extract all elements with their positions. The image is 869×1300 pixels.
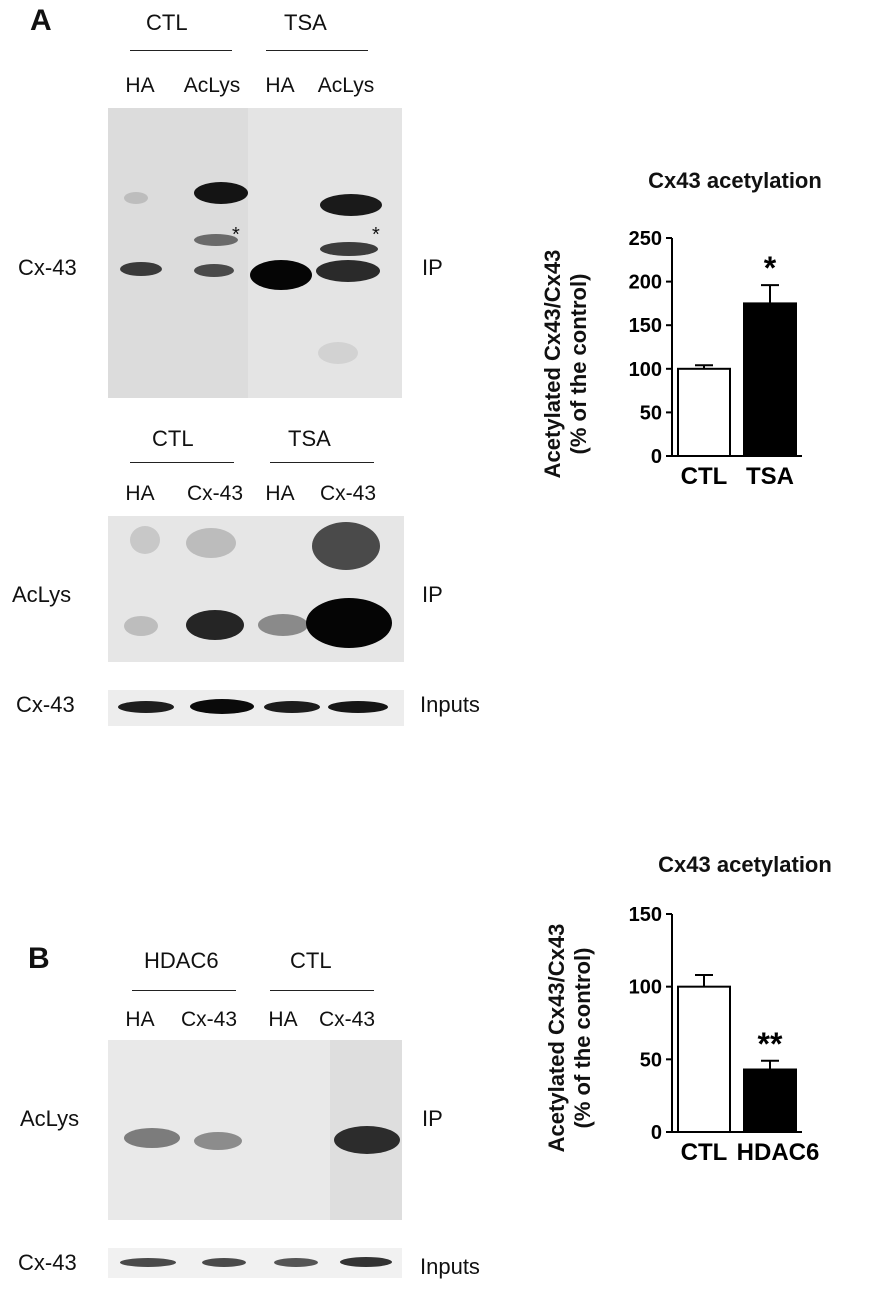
- side-label-ip: IP: [422, 582, 443, 607]
- lane-label: AcLys: [183, 74, 241, 97]
- row-label-aclys: AcLys: [12, 582, 72, 607]
- asterisk: *: [372, 224, 380, 246]
- chart-b-ylabel-line2: (% of the control): [570, 947, 595, 1129]
- y-tick-label: 50: [640, 1049, 662, 1071]
- lane-label: Cx-43: [186, 482, 244, 505]
- y-tick-label: 150: [629, 315, 662, 337]
- blot-ip-aclys-b: [108, 1040, 402, 1220]
- group-underline: [270, 462, 374, 463]
- lane-label: HA: [125, 482, 155, 505]
- chart-b-title: Cx43 acetylation: [658, 852, 832, 877]
- lane-label: Cx-43: [318, 1008, 376, 1031]
- group-underline: [266, 50, 368, 51]
- bar-ctl: [677, 985, 731, 1133]
- blot-ip-cx43: [108, 108, 402, 398]
- x-tick-label: CTL: [681, 463, 728, 490]
- lane-label: HA: [265, 482, 295, 505]
- panel-b-letter: B: [28, 942, 50, 975]
- chart-a-ylabel: Acetylated Cx43/Cx43 (% of the control): [540, 234, 592, 494]
- y-tick-label: 50: [640, 402, 662, 424]
- bar-hdac6: [743, 1068, 797, 1133]
- blot-inputs-a: [108, 690, 404, 726]
- group-label-tsa: TSA: [284, 10, 327, 35]
- y-tick-label: 100: [629, 977, 662, 999]
- group-label-ctl: CTL: [146, 10, 188, 35]
- y-tick-label: 0: [651, 1122, 662, 1144]
- panel-a-letter: A: [30, 4, 52, 37]
- x-tick-label: CTL: [681, 1139, 728, 1166]
- x-tick-label: TSA: [746, 463, 794, 490]
- side-label-ip: IP: [422, 255, 443, 280]
- group-underline: [130, 50, 232, 51]
- row-label-cx43: Cx-43: [18, 255, 77, 280]
- chart-a-ylabel-line1: Acetylated Cx43/Cx43: [540, 249, 565, 479]
- blot-inputs-b: [108, 1248, 402, 1278]
- y-tick-label: 250: [629, 228, 662, 250]
- chart-a-ylabel-line2: (% of the control): [566, 273, 591, 455]
- group-label-ctl: CTL: [290, 948, 332, 973]
- lane-label: Cx-43: [319, 482, 377, 505]
- chart-b-ylabel-line1: Acetylated Cx43/Cx43: [544, 923, 569, 1153]
- group-label-tsa: TSA: [288, 426, 331, 451]
- y-tick-label: 200: [629, 272, 662, 294]
- chart-b: 0 50 100 150 CTL HDAC6 **: [629, 904, 820, 1166]
- row-label-cx43-inputs: Cx-43: [16, 692, 75, 717]
- blot-ip-aclys: [108, 516, 404, 662]
- group-label-hdac6: HDAC6: [144, 948, 219, 973]
- lane-label: Cx-43: [180, 1008, 238, 1031]
- lane-label: HA: [125, 1008, 155, 1031]
- lane-label: HA: [125, 74, 155, 97]
- group-underline: [270, 990, 374, 991]
- significance-marker: **: [758, 1026, 783, 1062]
- bar-ctl: [677, 367, 731, 457]
- lane-label: HA: [268, 1008, 298, 1031]
- asterisk: *: [232, 224, 240, 246]
- lane-label: HA: [265, 74, 295, 97]
- row-label-aclys: AcLys: [20, 1106, 80, 1131]
- side-label-inputs: Inputs: [420, 692, 480, 717]
- lane-label: AcLys: [317, 74, 375, 97]
- chart-a: 0 50 100 150 200 250 CTL TSA *: [629, 228, 802, 490]
- group-underline: [130, 462, 234, 463]
- group-underline: [132, 990, 236, 991]
- significance-marker: *: [764, 250, 777, 286]
- row-label-cx43-inputs: Cx-43: [18, 1250, 77, 1275]
- y-tick-label: 150: [629, 904, 662, 926]
- bar-tsa: [743, 302, 797, 458]
- side-label-ip: IP: [422, 1106, 443, 1131]
- chart-b-ylabel: Acetylated Cx43/Cx43 (% of the control): [544, 908, 596, 1168]
- chart-a-title: Cx43 acetylation: [648, 168, 822, 193]
- side-label-inputs: Inputs: [420, 1254, 480, 1279]
- x-tick-label: HDAC6: [737, 1139, 820, 1166]
- y-tick-label: 100: [629, 359, 662, 381]
- y-tick-label: 0: [651, 446, 662, 468]
- group-label-ctl: CTL: [152, 426, 194, 451]
